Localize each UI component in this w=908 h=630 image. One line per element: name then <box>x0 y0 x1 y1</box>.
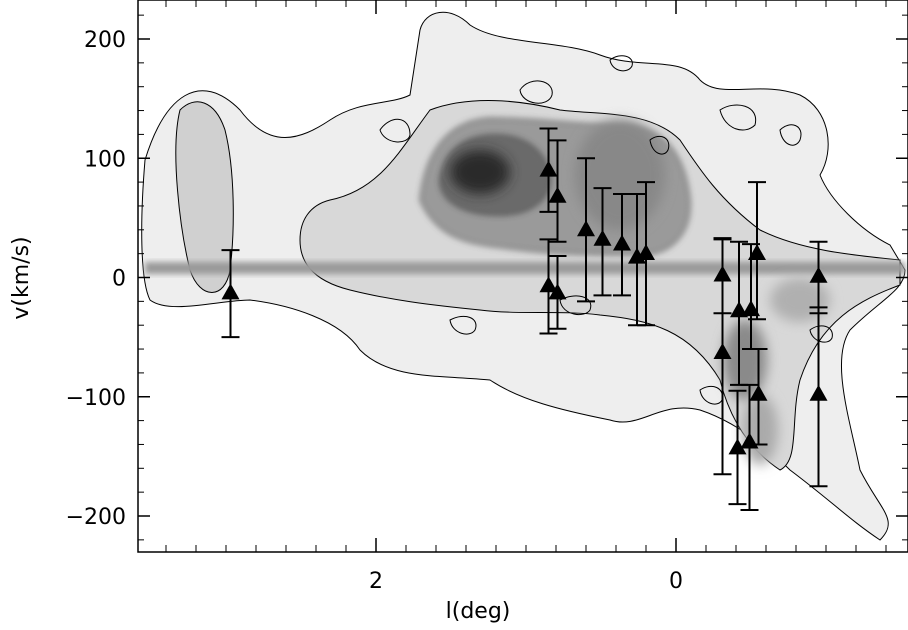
data-point <box>728 389 747 506</box>
plot-frame <box>137 0 908 553</box>
contour-core-4 <box>575 120 665 230</box>
y-axis: 200 100 0 −100 −200 <box>66 14 908 541</box>
y-tick-label: −200 <box>66 505 126 530</box>
contour-lower-3 <box>770 278 830 322</box>
triangle-marker <box>749 384 768 401</box>
emission-map <box>138 0 908 552</box>
triangle-marker <box>730 301 748 318</box>
data-point <box>749 348 768 446</box>
triangle-marker <box>539 276 558 293</box>
triangle-marker <box>548 283 567 300</box>
triangle-marker <box>728 438 747 455</box>
data-point <box>748 181 766 321</box>
triangle-marker <box>809 384 828 401</box>
triangle-marker <box>613 234 631 251</box>
triangle-marker <box>577 220 595 237</box>
data-point <box>539 127 558 213</box>
y-tick-label: 0 <box>112 267 126 292</box>
triangle-marker <box>713 343 732 360</box>
data-points <box>221 127 828 512</box>
data-point <box>713 238 732 476</box>
triangle-marker <box>593 229 612 246</box>
x-tick-label: 2 <box>369 569 383 594</box>
y-tick-label: −100 <box>66 386 126 411</box>
x-axis-title: l(deg) <box>446 599 511 624</box>
data-point <box>593 187 612 297</box>
triangle-marker <box>809 266 828 283</box>
data-point <box>548 255 567 330</box>
data-point <box>809 306 828 488</box>
triangle-marker <box>637 244 655 261</box>
contour-core-3 <box>450 150 510 194</box>
triangle-marker <box>539 160 558 177</box>
contour-band <box>145 262 905 274</box>
triangle-marker <box>548 186 567 203</box>
y-tick-label: 200 <box>84 28 126 53</box>
x-tick-label: 0 <box>669 569 683 594</box>
triangle-marker <box>742 300 760 317</box>
data-point <box>548 139 567 243</box>
triangle-marker <box>748 244 766 261</box>
contour-lower-1 <box>723 320 767 400</box>
contour-lower-2 <box>742 395 778 465</box>
triangle-marker <box>221 283 240 300</box>
contour-speckles <box>379 55 833 405</box>
data-point <box>221 249 240 339</box>
data-point <box>637 181 655 327</box>
y-axis-title: v(km/s) <box>9 236 34 319</box>
y-tick-label: 100 <box>84 147 126 172</box>
data-point <box>577 157 595 303</box>
